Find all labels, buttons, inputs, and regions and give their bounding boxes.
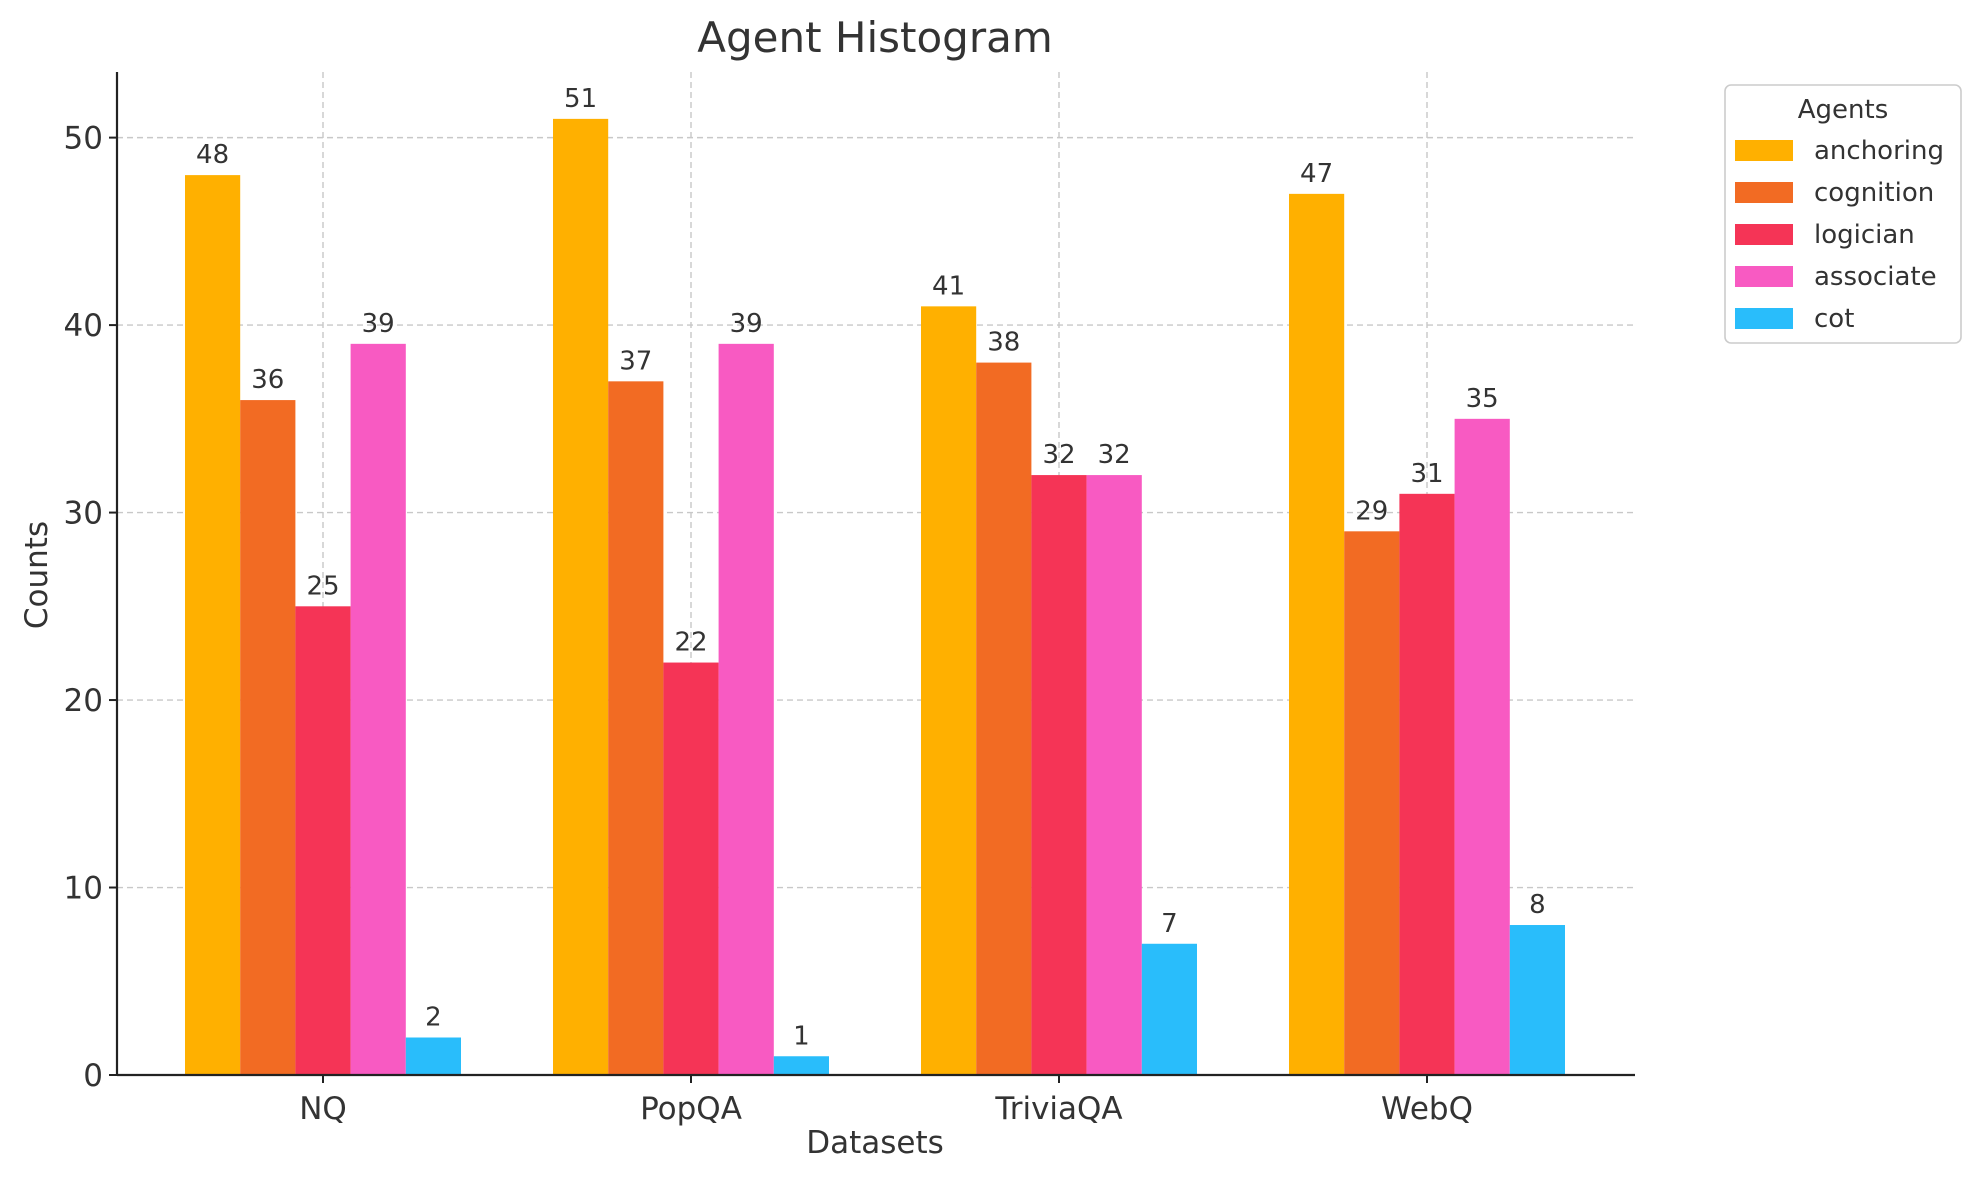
bars	[185, 118, 1565, 1076]
legend-label-anchoring: anchoring	[1814, 136, 1944, 166]
data-label: 31	[1410, 459, 1443, 489]
data-label: 25	[306, 571, 339, 601]
y-tick-label: 40	[64, 308, 103, 344]
data-label: 47	[1300, 159, 1333, 189]
data-label: 36	[251, 365, 284, 395]
chart-title: Agent Histogram	[697, 13, 1053, 62]
y-tick-label: 10	[64, 871, 103, 907]
data-label: 7	[1161, 909, 1178, 939]
bar-logician-webq	[1399, 493, 1455, 1076]
data-label: 32	[1042, 440, 1075, 470]
data-label: 38	[987, 328, 1020, 358]
data-label: 2	[425, 1003, 442, 1033]
data-label: 41	[932, 271, 965, 301]
data-label: 22	[674, 628, 707, 658]
legend-label-logician: logician	[1814, 220, 1915, 250]
legend: Agents anchoring cognition logician associa…	[1724, 84, 1962, 344]
bar-logician-nq	[295, 606, 351, 1075]
data-label: 51	[564, 84, 597, 114]
data-label: 48	[196, 140, 229, 170]
legend-swatch-cognition	[1735, 182, 1793, 203]
legend-label-associate: associate	[1814, 262, 1937, 292]
legend-label-cot: cot	[1814, 304, 1854, 334]
bar-anchoring-webq	[1289, 193, 1345, 1076]
legend-items: anchoring cognition logician associate cot	[1735, 136, 1944, 334]
data-label: 8	[1529, 890, 1546, 920]
data-label: 39	[362, 309, 395, 339]
bar-associate-triviaqa	[1086, 475, 1142, 1075]
bar-anchoring-triviaqa	[921, 306, 977, 1075]
bar-cognition-nq	[240, 400, 296, 1075]
bar-cot-popqa	[773, 1056, 829, 1075]
bar-anchoring-nq	[185, 175, 241, 1075]
legend-swatch-logician	[1735, 224, 1793, 245]
data-label: 32	[1098, 440, 1131, 470]
bar-associate-popqa	[718, 343, 774, 1075]
bar-cognition-triviaqa	[976, 362, 1032, 1076]
y-tick-label: 30	[64, 496, 103, 532]
bar-associate-webq	[1454, 418, 1510, 1075]
data-label: 29	[1355, 496, 1388, 526]
y-tick-label: 0	[83, 1058, 103, 1094]
y-tick-label: 20	[64, 683, 103, 719]
x-tick-label: WebQ	[1381, 1091, 1473, 1127]
bar-cot-triviaqa	[1141, 943, 1197, 1075]
bar-associate-nq	[350, 343, 406, 1075]
x-axis-label: Datasets	[806, 1125, 944, 1161]
bar-cot-nq	[405, 1037, 461, 1075]
bar-cot-webq	[1509, 925, 1565, 1075]
bar-logician-triviaqa	[1031, 475, 1087, 1075]
x-tick-label: PopQA	[640, 1091, 742, 1127]
axes: 0 10 20 30 40 50 NQ PopQA TriviaQA WebQ	[64, 72, 1635, 1127]
legend-swatch-associate	[1735, 266, 1793, 287]
data-label: 35	[1466, 384, 1499, 414]
bar-cognition-popqa	[608, 381, 664, 1076]
legend-label-cognition: cognition	[1814, 178, 1934, 208]
bar-anchoring-popqa	[553, 118, 609, 1076]
y-axis-label: Counts	[19, 521, 55, 629]
legend-swatch-anchoring	[1735, 140, 1793, 161]
data-label: 1	[793, 1021, 810, 1051]
y-tick-label: 50	[64, 121, 103, 157]
legend-swatch-cot	[1735, 308, 1793, 329]
legend-title: Agents	[1798, 95, 1889, 125]
data-label: 37	[619, 346, 652, 376]
data-label: 39	[730, 309, 763, 339]
bar-logician-popqa	[663, 662, 719, 1075]
x-tick-label: NQ	[299, 1091, 347, 1127]
x-tick-label: TriviaQA	[994, 1091, 1122, 1127]
bar-cognition-webq	[1344, 531, 1400, 1075]
